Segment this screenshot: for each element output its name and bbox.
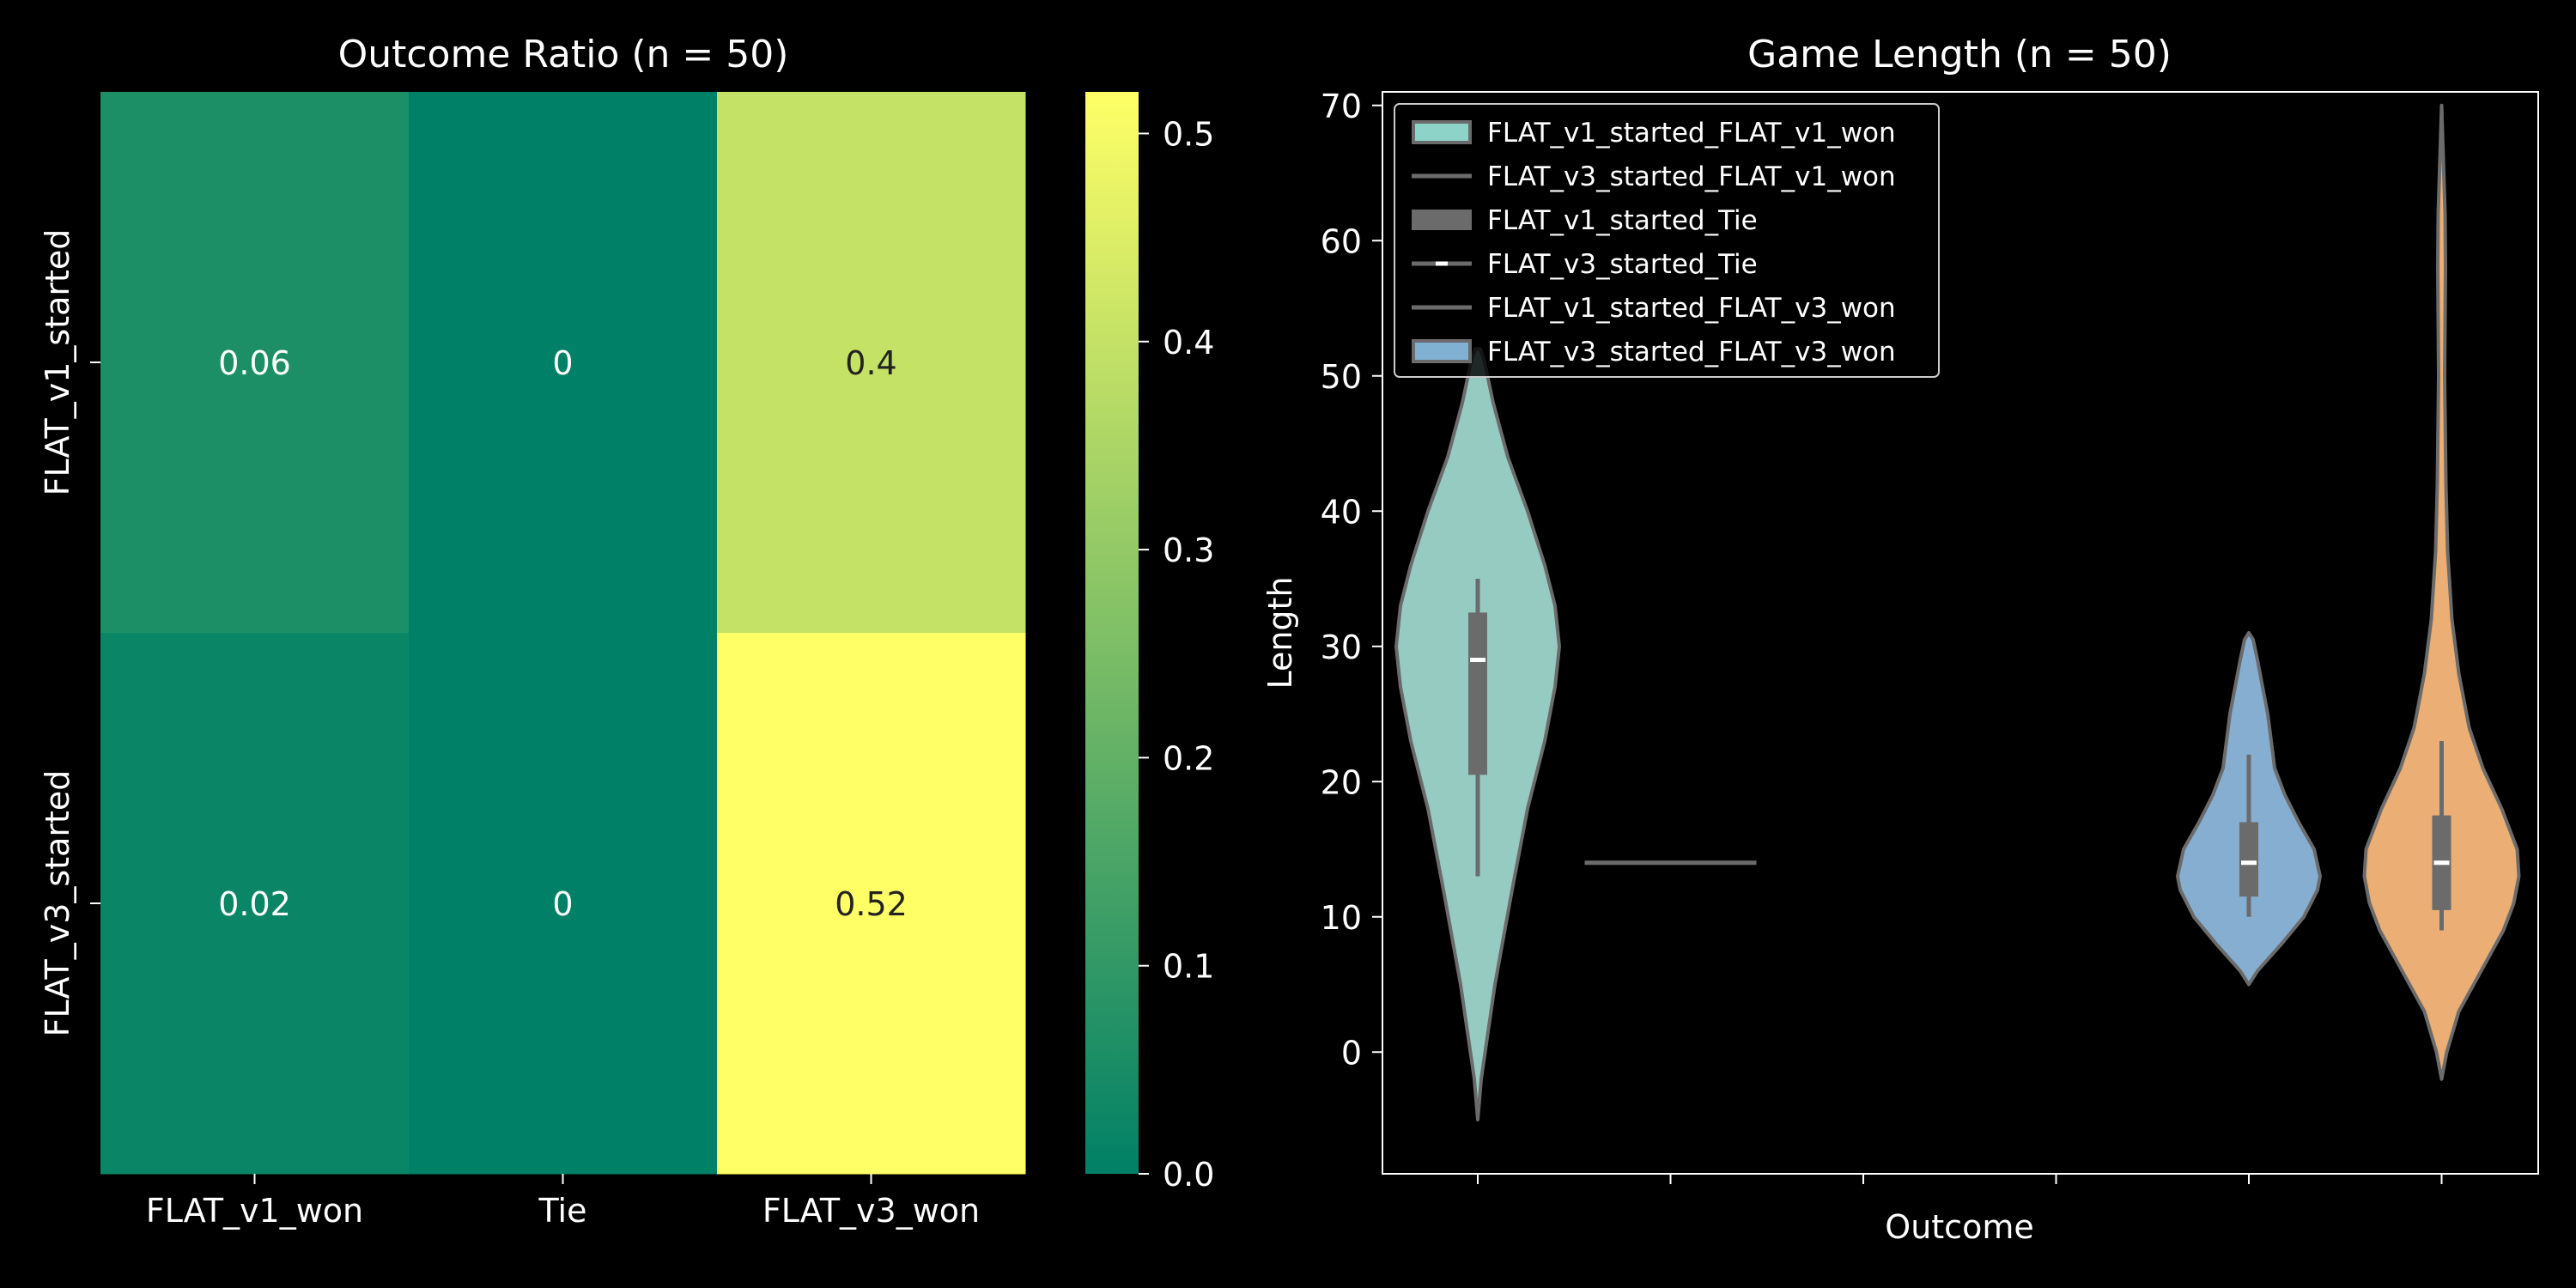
colorbar: 0.0 0.1 0.2 0.3 0.4 0.5	[1085, 92, 1214, 1194]
heatmap-cell-label: 0.02	[218, 885, 291, 923]
violin-box	[2239, 822, 2258, 897]
legend-label: FLAT_v3_started_FLAT_v1_won	[1487, 161, 1896, 192]
legend-swatch	[1412, 339, 1472, 363]
violin-box	[1468, 612, 1487, 775]
heatmap-cell	[100, 633, 410, 1175]
legend-label: FLAT_v1_started_Tie	[1487, 205, 1758, 236]
legend-label: FLAT_v3_started_FLAT_v3_won	[1487, 337, 1896, 368]
heatmap-cell-label: 0.52	[835, 885, 908, 923]
colorbar-tick-label: 0.2	[1163, 739, 1214, 777]
heatmap-cell	[717, 92, 1026, 634]
heatmap-panel: Outcome Ratio (n = 50) 0.06 0 0.4 0.02 0 0.52…	[39, 33, 1026, 1230]
heatmap-y-tick-label: FLAT_v1_started	[39, 229, 76, 496]
violin-legend: FLAT_v1_started_FLAT_v1_won FLAT_v3_start…	[1394, 103, 1940, 378]
heatmap-x-tick-label: FLAT_v1_won	[146, 1192, 363, 1230]
heatmap-cell	[409, 633, 718, 1175]
violin-y-tick-label: 0	[1341, 1034, 1362, 1072]
violin-y-tick-label: 70	[1321, 88, 1362, 125]
legend-label: FLAT_v3_started_Tie	[1487, 249, 1758, 280]
legend-label: FLAT_v1_started_FLAT_v3_won	[1487, 293, 1896, 324]
violin-panel: Game Length (n = 50) 0 10 20 30 40 50 60 70 Out…	[1261, 33, 2539, 1246]
colorbar-tick-label: 0.3	[1163, 532, 1214, 569]
heatmap-x-tick-label: FLAT_v3_won	[762, 1192, 980, 1230]
heatmap-x-tick-label: Tie	[538, 1192, 587, 1230]
legend-frame	[1394, 103, 1940, 378]
violin-y-tick-label: 40	[1321, 493, 1362, 531]
heatmap-axes: FLAT_v1_won Tie FLAT_v3_won FLAT_v1_started…	[39, 229, 980, 1230]
colorbar-tick-label: 0.0	[1163, 1156, 1214, 1194]
colorbar-tick-label: 0.4	[1163, 324, 1214, 361]
heatmap-cell-label: 0	[552, 344, 573, 382]
violin-y-tick-label: 30	[1321, 629, 1362, 666]
violin-title: Game Length (n = 50)	[1747, 33, 2172, 76]
violin-y-tick-label: 50	[1321, 358, 1362, 396]
violins	[1394, 103, 2521, 1121]
colorbar-ticks: 0.0 0.1 0.2 0.3 0.4 0.5	[1139, 115, 1214, 1194]
heatmap-title: Outcome Ratio (n = 50)	[338, 33, 789, 76]
colorbar-tick-label: 0.5	[1163, 115, 1214, 153]
violin-x-axis-label: Outcome	[1885, 1208, 2033, 1246]
violin-body	[2362, 103, 2521, 1081]
heatmap-y-tick-label: FLAT_v3_started	[39, 770, 76, 1037]
violin-y-tick-label: 60	[1321, 222, 1362, 260]
heatmap-cell	[717, 633, 1026, 1175]
heatmap-cell	[100, 92, 410, 634]
violin-axes: 0 10 20 30 40 50 60 70	[1321, 88, 2443, 1184]
violin-y-tick-label: 10	[1321, 899, 1362, 937]
heatmap-cell-label: 0	[552, 885, 573, 923]
heatmap-cell-label: 0.4	[845, 344, 896, 382]
legend-swatch	[1412, 120, 1472, 144]
colorbar-tick-label: 0.1	[1163, 948, 1214, 986]
legend-swatch	[1412, 210, 1472, 230]
legend-label: FLAT_v1_started_FLAT_v1_won	[1487, 118, 1896, 149]
colorbar-gradient	[1085, 92, 1139, 1174]
violin-y-tick-label: 20	[1321, 763, 1362, 801]
violin-y-axis-label: Length	[1261, 576, 1299, 689]
heatmap-cell	[409, 92, 718, 634]
heatmap-cells: 0.06 0 0.4 0.02 0 0.52	[100, 92, 1026, 1175]
heatmap-cell-label: 0.06	[218, 344, 291, 382]
